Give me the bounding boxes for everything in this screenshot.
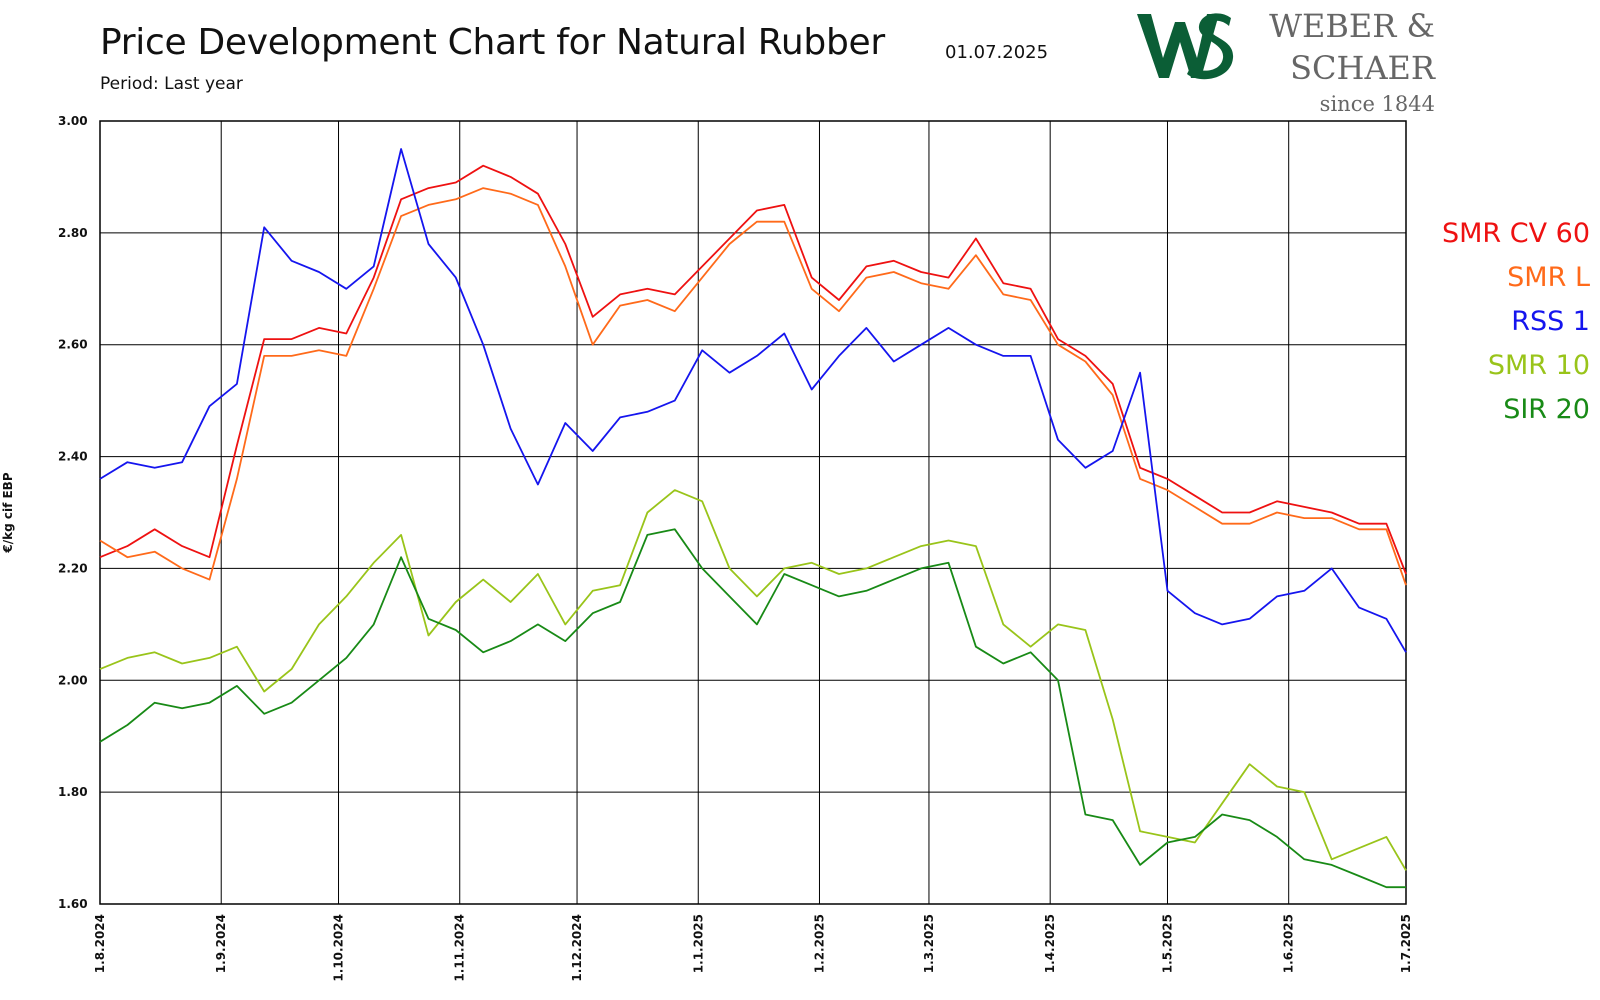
y-tick-label: 2.40 bbox=[58, 450, 88, 464]
x-tick-label: 1.11.2024 bbox=[453, 914, 467, 982]
y-tick-label: 1.80 bbox=[58, 785, 88, 799]
series-line-smr-cv-60 bbox=[99, 164, 1407, 575]
x-tick-label: 1.7.2025 bbox=[1399, 914, 1413, 973]
chart-subtitle: Period: Last year bbox=[100, 74, 243, 94]
legend-item-smr-cv-60: SMR CV 60 bbox=[1441, 218, 1590, 249]
y-tick-label: 2.60 bbox=[58, 338, 88, 352]
x-tick-label: 1.12.2024 bbox=[570, 914, 584, 982]
series-line-sir-20 bbox=[99, 528, 1406, 889]
legend-item-smr-l: SMR L bbox=[1507, 262, 1590, 293]
series-line-smr-l bbox=[99, 187, 1407, 586]
x-tick-label: 1.4.2025 bbox=[1043, 914, 1057, 973]
x-tick-label: 1.1.2025 bbox=[691, 914, 705, 973]
x-tick-label: 1.5.2025 bbox=[1160, 914, 1174, 973]
x-tick-label: 1.10.2024 bbox=[332, 914, 346, 982]
x-tick-label: 1.6.2025 bbox=[1282, 914, 1296, 973]
y-axis-label: €/kg cif EBP bbox=[1, 472, 15, 553]
company-logo: WEBER & SCHAER since 1844 bbox=[1135, 6, 1435, 116]
logo-name-line2: SCHAER bbox=[1290, 49, 1435, 87]
logo-name-line1: WEBER & bbox=[1269, 7, 1435, 45]
legend-item-rss-1: RSS 1 bbox=[1511, 306, 1590, 337]
y-tick-label: 2.00 bbox=[58, 673, 88, 687]
y-tick-label: 2.80 bbox=[58, 226, 88, 240]
series-line-smr-10 bbox=[99, 489, 1407, 871]
x-tick-label: 1.9.2024 bbox=[214, 914, 228, 973]
ws-monogram-icon bbox=[1137, 13, 1234, 80]
plot-frame bbox=[99, 120, 1407, 905]
x-tick-label: 1.3.2025 bbox=[922, 914, 936, 973]
x-tick-label: 1.8.2024 bbox=[93, 914, 107, 973]
chart-title: Price Development Chart for Natural Rubb… bbox=[100, 22, 885, 63]
chart-date: 01.07.2025 bbox=[945, 42, 1049, 63]
series-line-rss-1 bbox=[99, 148, 1407, 653]
legend-item-sir-20: SIR 20 bbox=[1503, 394, 1590, 425]
y-tick-label: 1.60 bbox=[58, 897, 88, 911]
y-tick-label: 2.20 bbox=[58, 561, 88, 575]
logo-since: since 1844 bbox=[1319, 92, 1435, 116]
legend-item-smr-10: SMR 10 bbox=[1487, 350, 1590, 381]
x-tick-label: 1.2.2025 bbox=[812, 914, 826, 973]
chart-legend: SMR CV 60 SMR L RSS 1 SMR 10 SIR 20 bbox=[1442, 212, 1590, 432]
y-tick-label: 3.00 bbox=[58, 114, 88, 128]
